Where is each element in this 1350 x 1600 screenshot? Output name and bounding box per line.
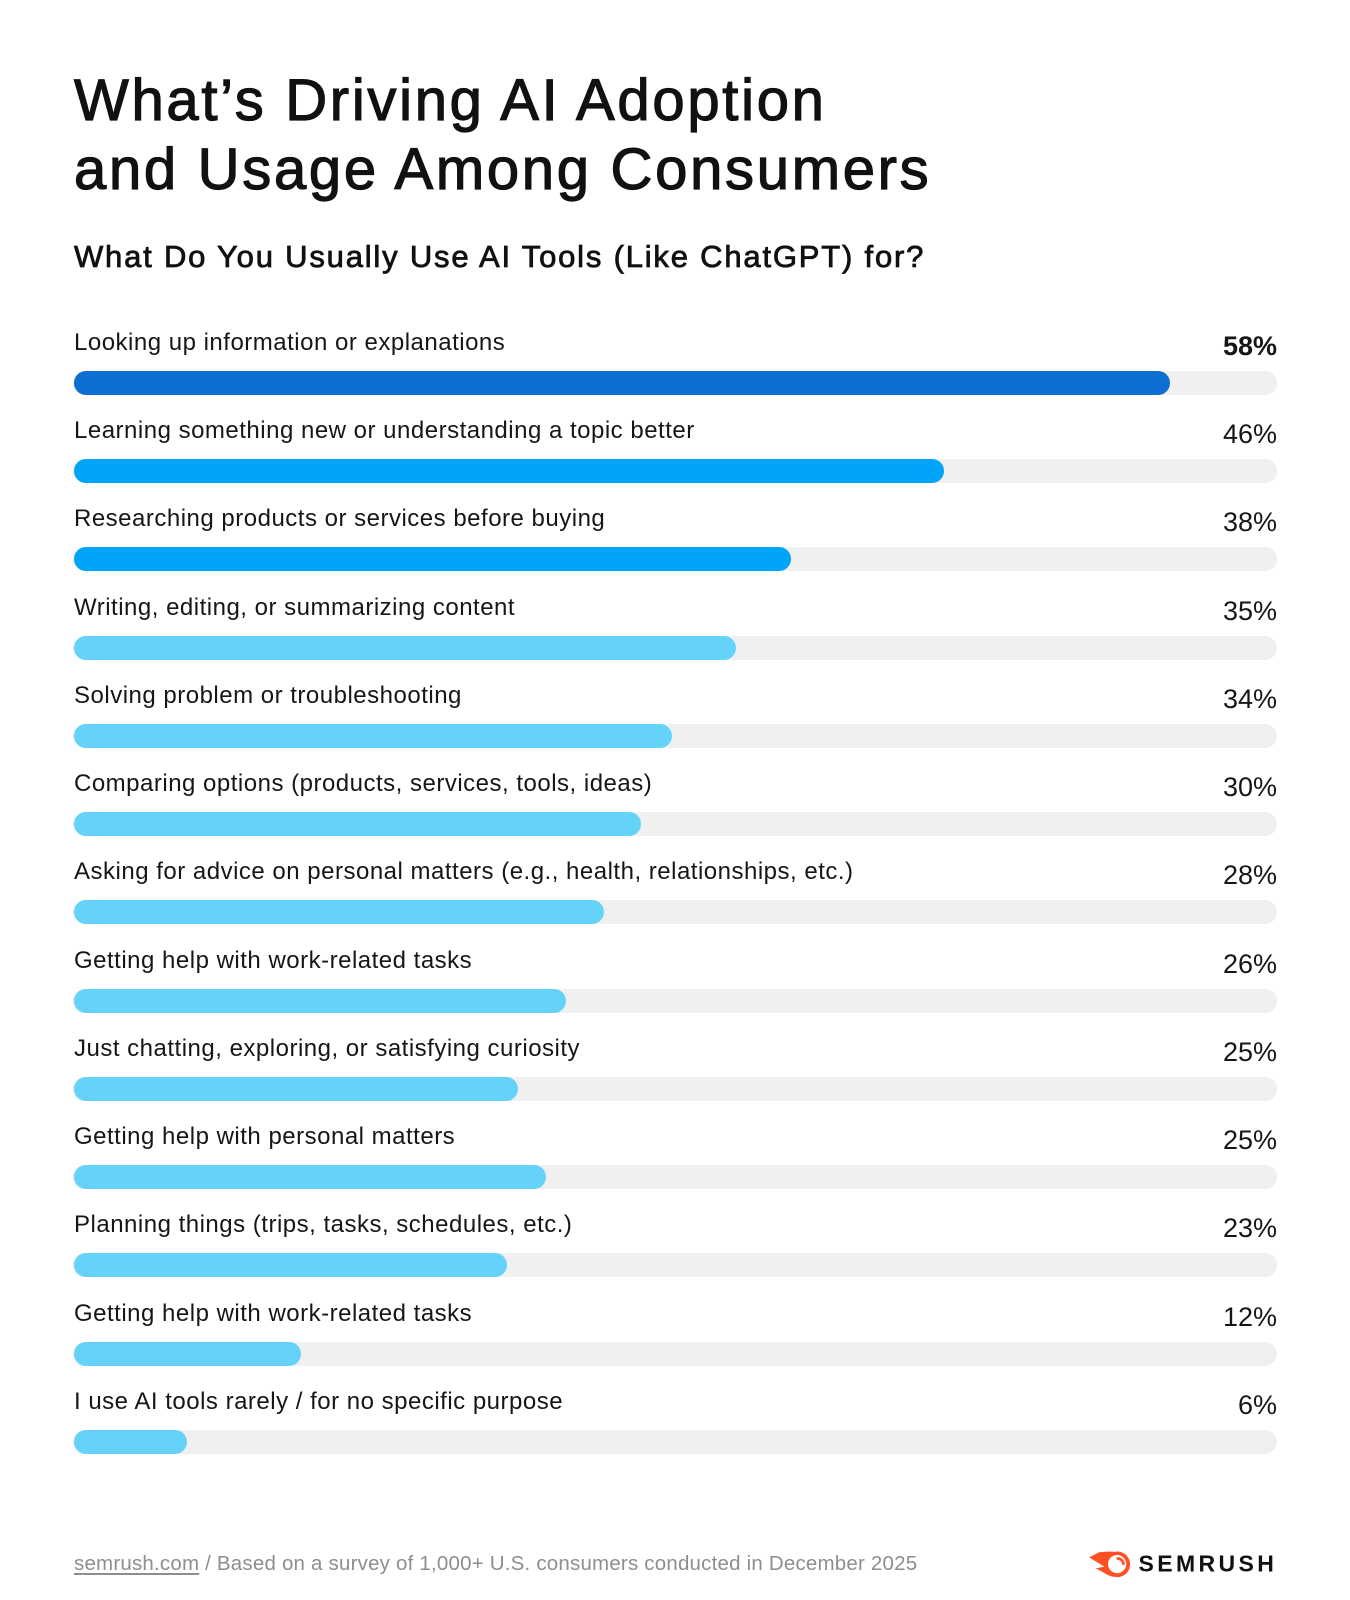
svg-text:SEMRUSH: SEMRUSH [1139,1550,1278,1576]
